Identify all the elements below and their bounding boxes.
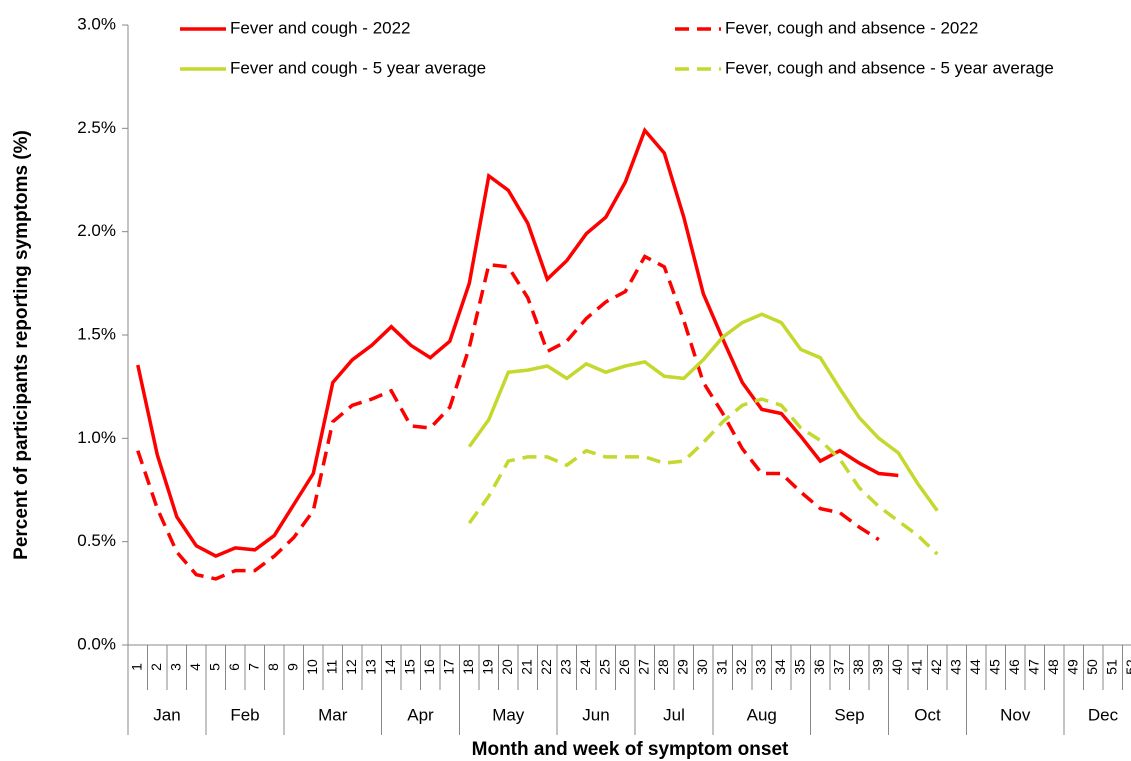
x-tick-label: 22	[538, 659, 554, 675]
x-tick-label: 35	[791, 659, 807, 675]
x-tick-label: 38	[850, 659, 866, 675]
y-tick-label: 2.5%	[77, 118, 116, 137]
x-axis-title: Month and week of symptom onset	[472, 739, 789, 760]
x-tick-label: 42	[928, 659, 944, 675]
month-label: Jul	[663, 705, 685, 724]
series-line	[467, 397, 939, 556]
x-tick-label: 52	[1123, 659, 1131, 675]
month-label: Mar	[318, 705, 348, 724]
y-tick-label: 1.5%	[77, 324, 116, 343]
x-tick-label: 18	[460, 659, 476, 675]
x-tick-label: 25	[596, 659, 612, 675]
x-tick-label: 7	[245, 663, 261, 671]
x-tick-label: 5	[206, 663, 222, 671]
x-tick-label: 36	[811, 659, 827, 675]
series-line	[467, 312, 939, 512]
x-tick-label: 49	[1064, 659, 1080, 675]
x-tick-label: 44	[967, 659, 983, 675]
series-line	[136, 254, 880, 581]
x-tick-label: 17	[440, 659, 456, 675]
x-tick-label: 9	[284, 663, 300, 671]
x-tick-label: 24	[577, 659, 593, 675]
x-tick-label: 32	[733, 659, 749, 675]
x-tick-label: 15	[401, 659, 417, 675]
series-line	[136, 127, 899, 559]
x-tick-label: 1	[128, 663, 144, 671]
x-tick-label: 23	[557, 659, 573, 675]
month-label: Jan	[153, 705, 180, 724]
month-label: May	[492, 705, 525, 724]
x-tick-label: 4	[187, 663, 203, 671]
x-tick-label: 51	[1103, 659, 1119, 675]
legend-label: Fever, cough and absence - 2022	[725, 18, 978, 37]
x-tick-label: 46	[1006, 659, 1022, 675]
x-tick-label: 34	[772, 659, 788, 675]
x-tick-label: 28	[655, 659, 671, 675]
x-tick-label: 39	[869, 659, 885, 675]
x-tick-label: 2	[148, 663, 164, 671]
x-tick-label: 19	[479, 659, 495, 675]
y-tick-label: 0.0%	[77, 634, 116, 653]
x-tick-label: 37	[830, 659, 846, 675]
month-label: Dec	[1088, 705, 1119, 724]
month-label: Nov	[1000, 705, 1031, 724]
x-tick-label: 11	[323, 660, 339, 675]
y-axis-title: Percent of participants reporting sympto…	[11, 130, 32, 560]
x-tick-label: 45	[986, 659, 1002, 675]
x-tick-label: 47	[1025, 659, 1041, 675]
x-tick-label: 20	[499, 659, 515, 675]
x-tick-label: 6	[226, 663, 242, 671]
x-tick-label: 48	[1045, 659, 1061, 675]
y-tick-label: 3.0%	[77, 14, 116, 33]
x-tick-label: 43	[947, 659, 963, 675]
x-tick-label: 21	[518, 659, 534, 675]
x-tick-label: 14	[382, 659, 398, 675]
x-tick-label: 30	[694, 659, 710, 675]
x-tick-label: 10	[304, 659, 320, 675]
month-label: Aug	[747, 705, 777, 724]
x-tick-label: 12	[343, 659, 359, 675]
y-tick-label: 2.0%	[77, 221, 116, 240]
x-tick-label: 13	[362, 659, 378, 675]
x-tick-label: 41	[908, 659, 924, 675]
y-tick-label: 1.0%	[77, 428, 116, 447]
x-tick-label: 27	[635, 659, 651, 675]
x-tick-label: 29	[674, 659, 690, 675]
month-label: Apr	[407, 705, 434, 724]
month-label: Feb	[230, 705, 259, 724]
x-tick-label: 33	[752, 659, 768, 675]
x-tick-label: 31	[713, 659, 729, 675]
x-tick-label: 3	[167, 663, 183, 671]
x-tick-label: 50	[1084, 659, 1100, 675]
x-tick-label: 16	[421, 659, 437, 675]
x-tick-label: 26	[616, 659, 632, 675]
month-label: Jun	[582, 705, 609, 724]
x-tick-label: 40	[889, 659, 905, 675]
x-tick-label: 8	[265, 663, 281, 671]
y-tick-label: 0.5%	[77, 531, 116, 550]
month-label: Oct	[914, 705, 941, 724]
legend-label: Fever, cough and absence - 5 year averag…	[725, 58, 1054, 77]
legend-label: Fever and cough - 5 year average	[230, 58, 486, 77]
legend-label: Fever and cough - 2022	[230, 18, 411, 37]
month-label: Sep	[834, 705, 864, 724]
